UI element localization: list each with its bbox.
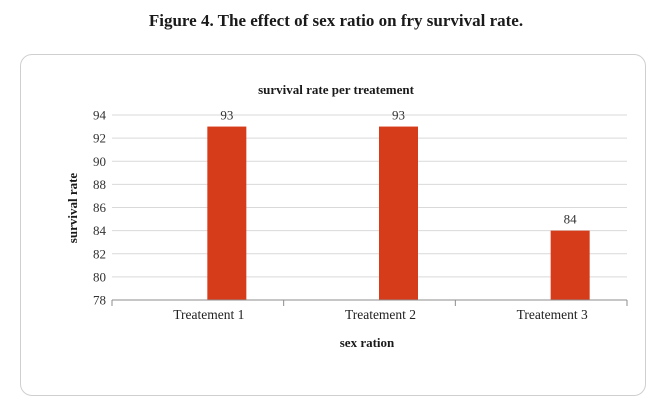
y-tick-label: 82 (93, 246, 106, 261)
x-tick-label: Treatement 2 (345, 307, 416, 322)
x-tick-label: Treatement 3 (517, 307, 588, 322)
x-tick-label: Treatement 1 (173, 307, 244, 322)
y-tick-label: 94 (93, 108, 107, 123)
y-tick-label: 84 (93, 223, 107, 238)
labels: 78 80 82 84 86 88 90 92 94 93 Treatement 1 93 Treate… (93, 108, 588, 323)
figure-caption: Figure 4. The effect of sex ratio on fry… (148, 11, 524, 30)
chart-frame (20, 54, 646, 396)
y-tick-label: 92 (93, 131, 106, 146)
y-tick-label: 80 (93, 269, 106, 284)
data-label: 93 (220, 108, 233, 123)
bar (550, 230, 590, 300)
y-tick-label: 88 (93, 177, 106, 192)
axes (111, 299, 628, 306)
data-label: 84 (564, 212, 578, 227)
chart-title: survival rate per treatement (258, 82, 414, 97)
gridlines (112, 114, 627, 278)
y-axis-label: survival rate (65, 173, 80, 244)
bar (207, 126, 247, 300)
y-tick-label: 86 (93, 200, 107, 215)
data-label: 93 (392, 108, 405, 123)
y-tick-label: 78 (93, 293, 106, 308)
x-axis-label: sex ration (340, 335, 395, 350)
bars (207, 126, 590, 300)
y-tick-label: 90 (93, 154, 106, 169)
bar (379, 126, 418, 300)
